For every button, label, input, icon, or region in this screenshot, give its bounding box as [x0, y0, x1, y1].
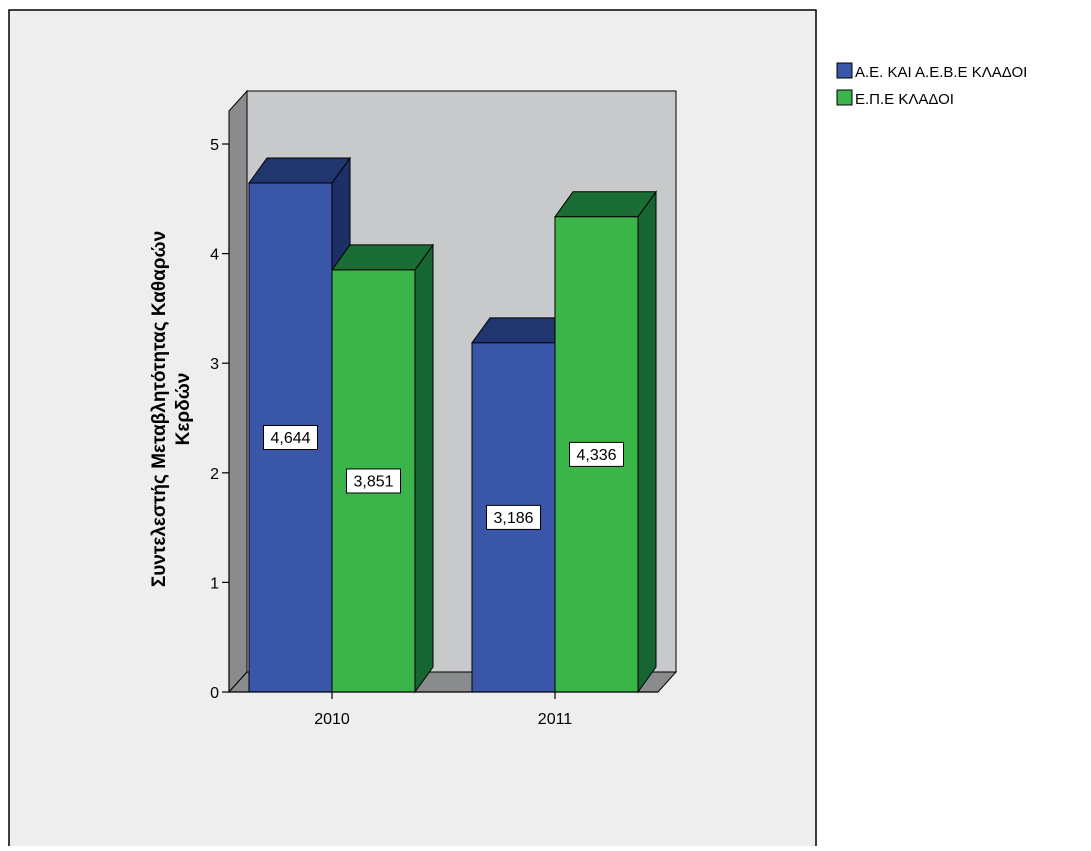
bar-side-face	[637, 190, 657, 694]
legend-label-series-2: Ε.Π.Ε ΚΛΑΔΟΙ	[855, 91, 954, 108]
y-tick-label: 3	[210, 356, 219, 373]
data-label-box	[569, 441, 624, 467]
y-tick-label: 1	[210, 575, 219, 592]
x-tick-label: 2011	[538, 711, 573, 728]
legend-swatch-series-1	[836, 62, 853, 79]
bar-top-face	[554, 191, 657, 218]
data-label-box	[263, 425, 318, 451]
data-label-2010-series-1: 4,644	[263, 425, 318, 451]
y-axis-label-line1: Συντελεστής Μεταβλητότητας Καθαρών	[149, 231, 170, 587]
y-axis-label-line2: Κερδών	[173, 373, 194, 446]
legend-label-series-1: Α.Ε. ΚΑΙ Α.Ε.Β.Ε ΚΛΑΔΟΙ	[855, 64, 1027, 81]
bar-2010-series-2	[331, 243, 434, 694]
y-tick-label: 5	[210, 137, 219, 154]
data-label-text: 3,186	[493, 510, 533, 527]
x-tick-label: 2010	[314, 711, 350, 728]
y-tick-label: 0	[210, 685, 219, 702]
data-label-2010-series-2: 3,851	[346, 468, 401, 494]
data-label-2011-series-2: 4,336	[569, 441, 624, 467]
legend: Α.Ε. ΚΑΙ Α.Ε.Β.Ε ΚΛΑΔΟΙ Ε.Π.Ε ΚΛΑΔΟΙ	[836, 62, 1027, 108]
legend-swatch-series-2	[836, 89, 853, 106]
data-label-text: 4,644	[270, 430, 310, 447]
plot-left-wall	[228, 89, 248, 694]
data-labels-layer: 4,644 3,851 3,186 4,336	[263, 425, 624, 530]
y-tick-label: 2	[210, 466, 219, 483]
data-label-box	[346, 468, 401, 494]
data-label-text: 4,336	[576, 447, 616, 464]
data-label-box	[486, 504, 541, 530]
bar-top-face	[248, 157, 351, 184]
axis-layer: 0 1 2 3 4 5 2010 2011	[210, 137, 658, 728]
data-label-2011-series-1: 3,186	[486, 504, 541, 530]
bar-top-face	[331, 244, 434, 271]
y-tick-label: 4	[210, 247, 219, 264]
bar-side-face	[414, 243, 434, 694]
data-label-text: 3,851	[353, 473, 393, 490]
